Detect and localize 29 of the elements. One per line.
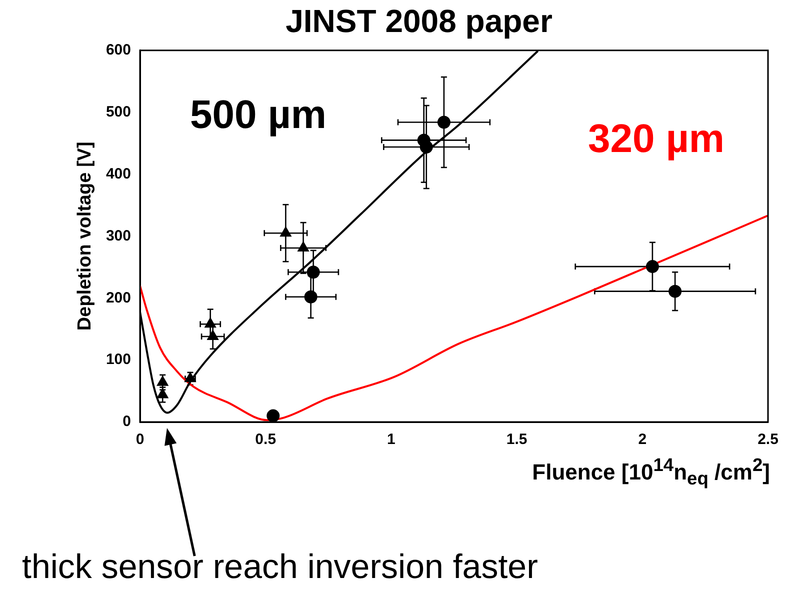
x-tick-label: 1 xyxy=(387,431,396,448)
y-tick-label: 400 xyxy=(106,165,131,182)
point xyxy=(298,241,309,252)
point xyxy=(646,260,659,274)
point xyxy=(280,226,292,237)
point xyxy=(437,116,450,129)
point xyxy=(306,266,320,279)
x-tick-label: 2.5 xyxy=(758,431,778,448)
x-tick-label: 0 xyxy=(136,431,144,448)
point xyxy=(304,290,318,304)
x-tick-label: 0.5 xyxy=(255,431,276,448)
series-label: 320 µm xyxy=(588,117,724,161)
text: thick sensor reach inversion faster xyxy=(22,548,538,587)
x-tick-label: 1.5 xyxy=(506,431,528,448)
point xyxy=(420,140,433,154)
x-tick-label: 2 xyxy=(638,431,647,448)
x-axis-title: Fluence [10$^{14}$n$_{eq}$ /cm$^{2}$] xyxy=(532,454,770,490)
y-tick-label: 500 xyxy=(106,103,131,120)
point xyxy=(184,372,196,382)
y-tick-label: 100 xyxy=(106,351,131,368)
chart-title: JINST 2008 paper xyxy=(286,3,552,40)
point xyxy=(668,284,682,298)
y-tick-label: 200 xyxy=(106,289,131,306)
y-axis-title: Depletion voltage [V] xyxy=(74,142,96,331)
y-tick-label: 600 xyxy=(106,42,131,59)
point xyxy=(266,409,280,422)
y-tick-label: 300 xyxy=(106,227,131,244)
series-label: 500 µm xyxy=(190,93,326,137)
y-tick-label: 0 xyxy=(122,413,131,430)
